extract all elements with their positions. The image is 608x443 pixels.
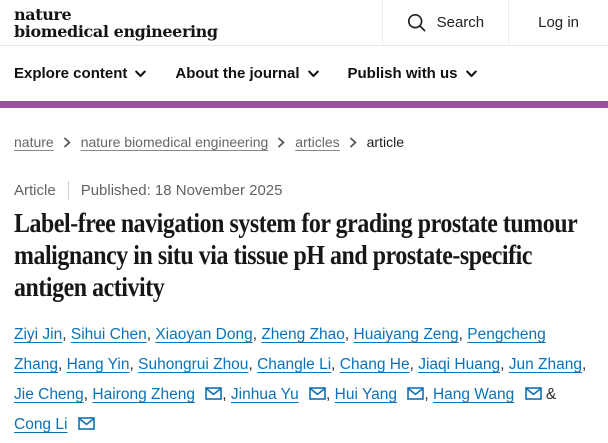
article-header-region: nature nature biomedical engineering art… [0, 134, 608, 440]
author-separator: , [129, 356, 139, 373]
article-title: Label-free navigation system for grading… [14, 208, 577, 302]
author-link[interactable]: Sihui Chen [70, 326, 147, 343]
meta-divider [67, 181, 69, 200]
chevron-right-icon [349, 137, 358, 148]
nav-item-label: Publish with us [347, 65, 458, 82]
author-separator: , [222, 386, 231, 403]
breadcrumb-link-nature[interactable]: nature [14, 134, 54, 150]
search-button[interactable]: Search [381, 0, 509, 45]
author-link[interactable]: Suhongrui Zhou [138, 356, 249, 373]
chevron-down-icon [465, 70, 477, 77]
breadcrumb-link-articles[interactable]: articles [295, 134, 340, 150]
journal-logo-line1: nature [14, 5, 72, 24]
author-separator: , [344, 326, 354, 343]
nav-item-publish-with-us[interactable]: Publish with us [348, 65, 477, 82]
breadcrumb: nature nature biomedical engineering art… [14, 134, 594, 150]
author-link[interactable]: Xiaoyan Dong [155, 326, 253, 343]
email-icon[interactable] [524, 387, 542, 400]
author-link[interactable]: Zheng Zhao [261, 326, 345, 343]
chevron-right-icon [63, 137, 72, 148]
chevron-down-icon [135, 70, 147, 77]
breadcrumb-current-article: article [366, 134, 404, 150]
author-link[interactable]: Pengcheng Zhang [14, 326, 546, 373]
author-separator: , [458, 326, 468, 343]
email-icon[interactable] [407, 387, 425, 400]
author-separator: , [500, 356, 509, 373]
author-separator: , [83, 386, 93, 403]
chevron-right-icon [277, 137, 286, 148]
email-icon[interactable] [77, 417, 95, 430]
author-link[interactable]: Jie Cheng [14, 386, 84, 403]
breadcrumb-link-journal[interactable]: nature biomedical engineering [80, 134, 269, 150]
author-link[interactable]: Hang Wang [432, 386, 515, 403]
search-icon [407, 13, 426, 32]
author-separator: , [409, 356, 419, 373]
login-button[interactable]: Log in [508, 0, 608, 45]
login-label: Log in [538, 14, 579, 31]
author-link[interactable]: Jinhua Yu [230, 386, 299, 403]
author-link[interactable]: Huaiyang Zeng [353, 326, 459, 343]
nav-item-explore-content[interactable]: Explore content [14, 65, 147, 82]
author-separator: , [57, 356, 67, 373]
journal-accent-bar [0, 101, 608, 108]
author-separator: , [248, 356, 258, 373]
author-link[interactable]: Chang He [339, 356, 410, 373]
author-link[interactable]: Jiaqi Huang [418, 356, 501, 373]
chevron-down-icon [307, 70, 319, 77]
published-date: Published: 18 November 2025 [80, 182, 283, 199]
author-separator: , [326, 386, 335, 403]
site-header: nature biomedical engineering Search Log… [0, 0, 608, 46]
article-type-label: Article [14, 182, 56, 199]
author-link[interactable]: Hairong Zheng [92, 386, 195, 403]
author-link[interactable]: Hui Yang [334, 386, 397, 403]
author-link[interactable]: Changle Li [257, 356, 332, 373]
nav-item-label: Explore content [14, 65, 128, 82]
author-link[interactable]: Cong Li [14, 416, 68, 433]
search-label: Search [436, 14, 485, 31]
nav-item-label: About the journal [175, 65, 300, 82]
author-separator: , [146, 326, 156, 343]
author-list: Ziyi Jin, Sihui Chen, Xiaoyan Dong, Zhen… [14, 320, 594, 440]
author-link[interactable]: Jun Zhang [508, 356, 582, 373]
author-separator: & [541, 386, 557, 403]
journal-logo[interactable]: nature biomedical engineering [0, 0, 218, 45]
author-separator: , [331, 356, 340, 373]
email-icon[interactable] [205, 387, 223, 400]
author-separator: , [252, 326, 262, 343]
author-separator: , [62, 326, 71, 343]
author-separator: , [581, 356, 587, 373]
author-separator: , [424, 386, 433, 403]
main-nav: Explore content About the journal Publis… [0, 46, 608, 101]
article-meta: Article Published: 18 November 2025 [14, 181, 594, 200]
journal-logo-line2: biomedical engineering [14, 22, 218, 41]
nav-item-about-the-journal[interactable]: About the journal [175, 65, 319, 82]
author-link[interactable]: Ziyi Jin [14, 326, 63, 343]
author-link[interactable]: Hang Yin [66, 356, 130, 373]
header-actions: Search Log in [381, 0, 608, 45]
email-icon[interactable] [309, 387, 326, 400]
